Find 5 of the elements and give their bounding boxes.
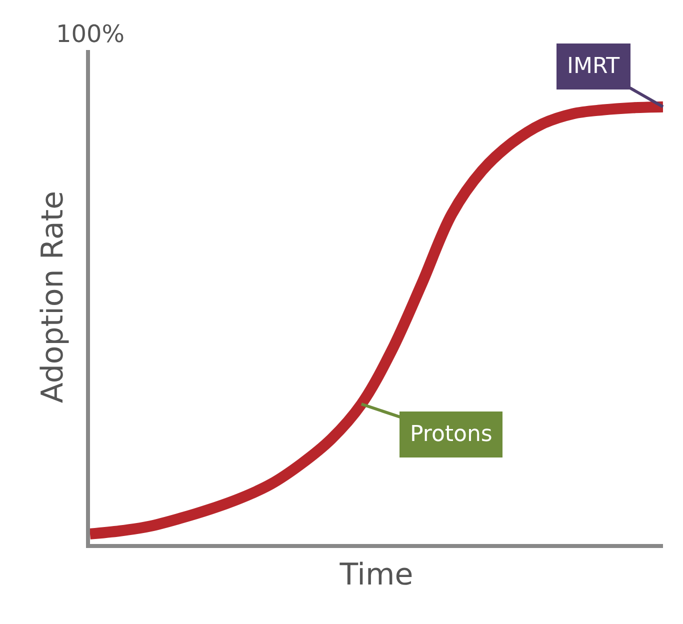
- y-axis-title: Adoption Rate: [36, 190, 70, 404]
- text: IMRT: [567, 54, 620, 79]
- annotation: Protons: [410, 422, 492, 447]
- x-axis-title: Time: [338, 557, 414, 592]
- text: 100%: [56, 20, 125, 48]
